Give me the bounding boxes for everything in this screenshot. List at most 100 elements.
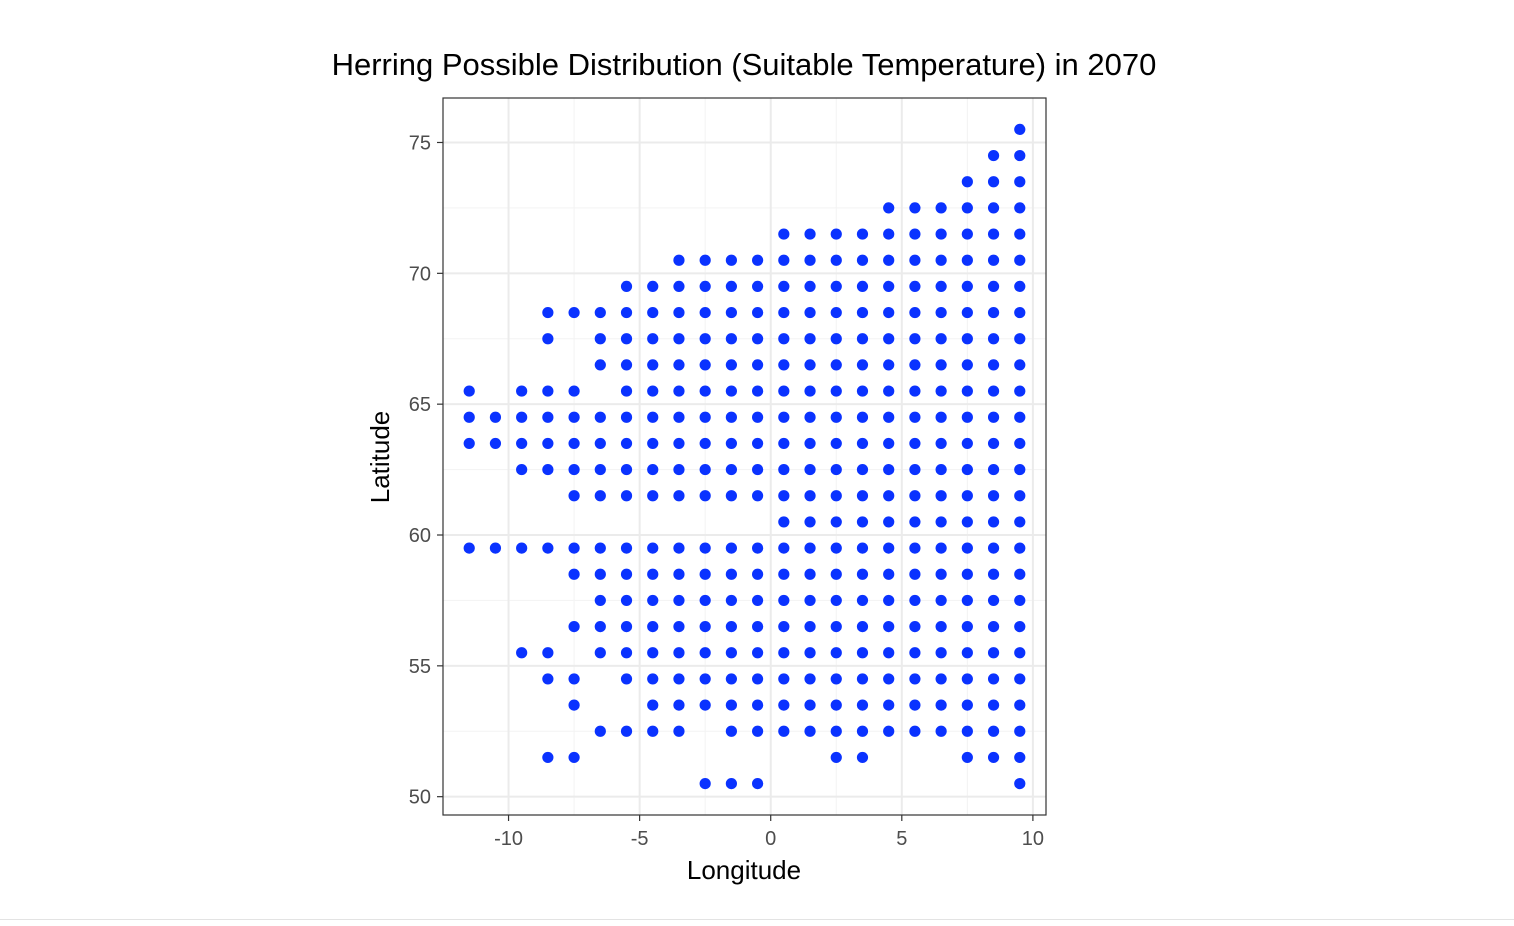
data-point bbox=[804, 385, 816, 397]
data-point bbox=[647, 490, 659, 502]
data-point bbox=[647, 306, 659, 319]
data-point bbox=[987, 411, 1000, 423]
data-point bbox=[568, 411, 580, 423]
x-tick-label: 10 bbox=[1022, 828, 1044, 850]
data-point bbox=[647, 725, 659, 737]
data-point bbox=[568, 568, 580, 580]
data-point bbox=[830, 594, 842, 607]
y-tick-label: 60 bbox=[409, 525, 431, 547]
data-point bbox=[463, 542, 475, 554]
data-point bbox=[699, 620, 711, 633]
data-point bbox=[961, 254, 973, 266]
data-point bbox=[856, 280, 869, 293]
data-point bbox=[830, 228, 842, 240]
data-point bbox=[647, 594, 659, 607]
data-point bbox=[987, 306, 1000, 319]
data-point bbox=[620, 725, 633, 737]
data-point bbox=[594, 620, 606, 633]
data-point bbox=[620, 306, 633, 319]
data-point bbox=[961, 568, 973, 580]
data-point bbox=[883, 620, 895, 633]
data-point bbox=[883, 333, 895, 345]
major-gridlines bbox=[443, 98, 1046, 815]
data-point bbox=[725, 620, 737, 633]
data-point bbox=[489, 542, 502, 554]
data-point bbox=[1014, 516, 1026, 528]
data-point bbox=[935, 594, 947, 607]
data-point bbox=[725, 777, 737, 790]
data-point bbox=[856, 620, 869, 633]
data-point bbox=[883, 411, 895, 423]
data-point bbox=[542, 647, 554, 659]
data-point bbox=[699, 385, 711, 397]
data-point bbox=[856, 490, 869, 502]
data-point bbox=[804, 333, 816, 345]
data-point bbox=[725, 437, 737, 450]
data-point bbox=[830, 411, 842, 423]
data-point bbox=[830, 463, 842, 476]
data-point bbox=[961, 647, 973, 659]
data-point bbox=[673, 673, 685, 685]
data-point bbox=[673, 594, 685, 607]
x-tick-label: 5 bbox=[896, 828, 907, 850]
data-point bbox=[909, 437, 921, 450]
data-point bbox=[673, 647, 685, 659]
data-point bbox=[725, 280, 737, 293]
data-point bbox=[935, 306, 947, 319]
data-point bbox=[1014, 123, 1026, 136]
data-point bbox=[594, 594, 606, 607]
data-point bbox=[987, 228, 1000, 240]
data-point bbox=[987, 437, 1000, 450]
data-point bbox=[935, 411, 947, 423]
data-point bbox=[699, 254, 711, 266]
data-point bbox=[961, 359, 973, 371]
data-point bbox=[987, 254, 1000, 266]
data-point bbox=[542, 463, 554, 476]
y-tick-label: 65 bbox=[409, 394, 431, 416]
data-point bbox=[778, 254, 790, 266]
y-tick-label: 70 bbox=[409, 263, 431, 285]
data-point bbox=[699, 359, 711, 371]
data-point bbox=[673, 280, 685, 293]
data-point bbox=[856, 463, 869, 476]
data-point bbox=[883, 568, 895, 580]
data-point bbox=[778, 516, 790, 528]
data-point bbox=[830, 490, 842, 502]
data-point bbox=[961, 437, 973, 450]
data-point bbox=[883, 202, 895, 214]
data-point bbox=[647, 411, 659, 423]
data-point bbox=[883, 673, 895, 685]
data-point bbox=[752, 594, 764, 607]
data-point bbox=[1014, 725, 1026, 737]
y-axis-ticks: 50 55 60 65 70 75 bbox=[409, 132, 443, 809]
data-point bbox=[568, 673, 580, 685]
data-point bbox=[935, 673, 947, 685]
data-point bbox=[752, 673, 764, 685]
data-point bbox=[961, 333, 973, 345]
data-point bbox=[804, 673, 816, 685]
data-point bbox=[752, 725, 764, 737]
data-point bbox=[856, 254, 869, 266]
data-point bbox=[987, 699, 1000, 711]
data-point bbox=[909, 490, 921, 502]
data-point bbox=[673, 725, 685, 737]
data-point bbox=[673, 463, 685, 476]
data-point bbox=[856, 699, 869, 711]
data-point bbox=[673, 359, 685, 371]
data-point bbox=[568, 385, 580, 397]
data-point bbox=[752, 306, 764, 319]
data-point bbox=[1014, 673, 1026, 685]
data-point bbox=[830, 620, 842, 633]
data-point bbox=[1014, 411, 1026, 423]
data-point bbox=[830, 568, 842, 580]
data-point bbox=[752, 568, 764, 580]
data-point bbox=[673, 385, 685, 397]
data-point bbox=[594, 725, 606, 737]
data-point bbox=[752, 542, 764, 554]
data-point bbox=[909, 385, 921, 397]
data-point bbox=[725, 594, 737, 607]
data-point bbox=[961, 463, 973, 476]
data-point bbox=[961, 751, 973, 764]
data-point bbox=[830, 333, 842, 345]
data-point bbox=[1014, 437, 1026, 450]
